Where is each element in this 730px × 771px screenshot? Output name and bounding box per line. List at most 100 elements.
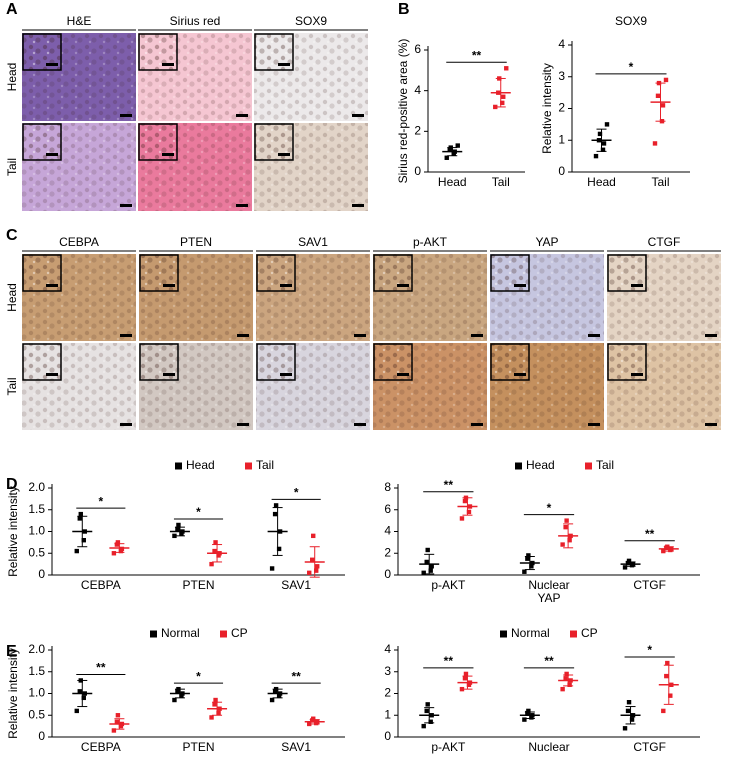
data-point xyxy=(81,538,86,543)
data-point xyxy=(216,710,221,716)
inset-scale-bar xyxy=(163,284,175,287)
data-point xyxy=(429,564,434,569)
x-tick-label: Head xyxy=(437,176,467,189)
data-point xyxy=(567,682,572,687)
y-tick-label: 3 xyxy=(384,664,391,678)
data-point xyxy=(276,546,282,552)
data-point xyxy=(522,569,527,574)
y-tick-label: 1 xyxy=(384,707,391,721)
y-tick-label: 1.5 xyxy=(28,664,45,678)
data-point xyxy=(424,559,429,565)
y-tick-label: 0 xyxy=(558,164,565,178)
panel-letter: D xyxy=(6,476,18,493)
legend-swatch xyxy=(220,630,227,638)
significance-label: * xyxy=(294,486,299,500)
y-tick-label: 0 xyxy=(414,164,421,178)
x-tick-label-box: PTEN xyxy=(182,579,215,592)
legend-swatch xyxy=(175,462,182,470)
inset-scale-bar xyxy=(631,373,643,376)
scale-bar xyxy=(352,114,364,117)
x-tick-label-box: Nuclear xyxy=(528,741,569,754)
y-tick-label: 1.0 xyxy=(28,686,45,700)
data-point xyxy=(425,702,430,707)
x-tick-label-box: Head xyxy=(587,176,616,189)
data-point xyxy=(563,676,568,681)
inset xyxy=(139,254,179,292)
significance-label: ** xyxy=(544,654,554,668)
y-tick-label: 4 xyxy=(414,83,421,97)
x-tick-label: CEBPA xyxy=(80,741,121,754)
y-tick-label: 8 xyxy=(384,480,391,494)
significance-label: * xyxy=(196,669,201,683)
data-point xyxy=(665,660,670,666)
x-tick-label-box: Head xyxy=(437,176,467,189)
significance-label: ** xyxy=(472,48,482,62)
data-point xyxy=(269,566,275,571)
y-tick-label: 2 xyxy=(384,545,391,559)
legend-label: Head xyxy=(526,458,555,472)
column-header: CEBPA xyxy=(59,235,99,249)
legend-swatch xyxy=(245,462,252,470)
data-point xyxy=(209,715,214,720)
data-point xyxy=(622,565,628,570)
legend-label: CP xyxy=(581,626,598,640)
data-point xyxy=(529,564,534,569)
inset-scale-bar xyxy=(631,284,643,287)
x-tick-label: CTGF xyxy=(633,579,666,592)
data-point xyxy=(655,93,661,98)
y-tick-label: 1.0 xyxy=(28,524,45,538)
column-header: SOX9 xyxy=(295,14,327,28)
x-tick-label-box: Tail xyxy=(492,176,510,189)
data-point xyxy=(560,542,565,547)
column-header: SAV1 xyxy=(298,235,328,249)
data-point xyxy=(213,697,218,703)
y-tick-label: 4 xyxy=(384,524,391,538)
data-point xyxy=(172,533,177,539)
data-point xyxy=(81,695,86,701)
y-tick-label: 0.5 xyxy=(28,707,45,721)
data-point xyxy=(661,708,666,714)
data-point xyxy=(463,671,469,677)
data-point xyxy=(176,522,181,528)
scale-bar xyxy=(237,423,249,426)
x-tick-label-box: SAV1 xyxy=(281,741,311,754)
inset-scale-bar xyxy=(46,153,58,156)
y-tick-label: 0 xyxy=(384,729,391,743)
x-tick-label-box: Tail xyxy=(651,176,669,189)
data-point xyxy=(78,511,83,517)
data-point xyxy=(462,676,468,681)
data-point xyxy=(604,122,610,127)
legend-label: Normal xyxy=(511,626,550,640)
legend-swatch xyxy=(150,630,157,638)
data-point xyxy=(314,568,319,573)
data-point xyxy=(114,719,120,724)
panel-letter: C xyxy=(6,227,18,244)
y-axis-label: Relative intensity xyxy=(540,63,554,154)
legend-swatch xyxy=(500,630,507,638)
y-tick-label: 2.0 xyxy=(28,480,45,494)
y-tick-label: 0 xyxy=(384,567,391,581)
data-point xyxy=(560,686,565,692)
scale-bar xyxy=(352,204,364,207)
x-tick-label: PTEN xyxy=(182,579,215,592)
data-point xyxy=(209,561,214,567)
data-point xyxy=(421,570,426,576)
column-header: CTGF xyxy=(648,235,681,249)
panel-letter: A xyxy=(6,1,18,18)
significance-label: ** xyxy=(645,527,655,541)
row-label: Tail xyxy=(5,377,19,395)
x-tick-label: Nuclear YAP xyxy=(528,579,570,605)
x-tick-label: p-AKT xyxy=(431,741,466,754)
data-point xyxy=(567,538,572,543)
row-label: Head xyxy=(5,63,19,92)
significance-label: * xyxy=(647,643,652,657)
data-point xyxy=(307,570,312,576)
data-point xyxy=(425,547,430,553)
inset-scale-bar xyxy=(397,284,409,287)
y-axis-label: Sirius red-positive area (%) xyxy=(396,39,410,184)
y-tick-label: 2 xyxy=(384,686,391,700)
panel-letter: B xyxy=(398,1,410,18)
y-tick-label: 1.5 xyxy=(28,502,45,516)
data-point xyxy=(660,103,666,108)
